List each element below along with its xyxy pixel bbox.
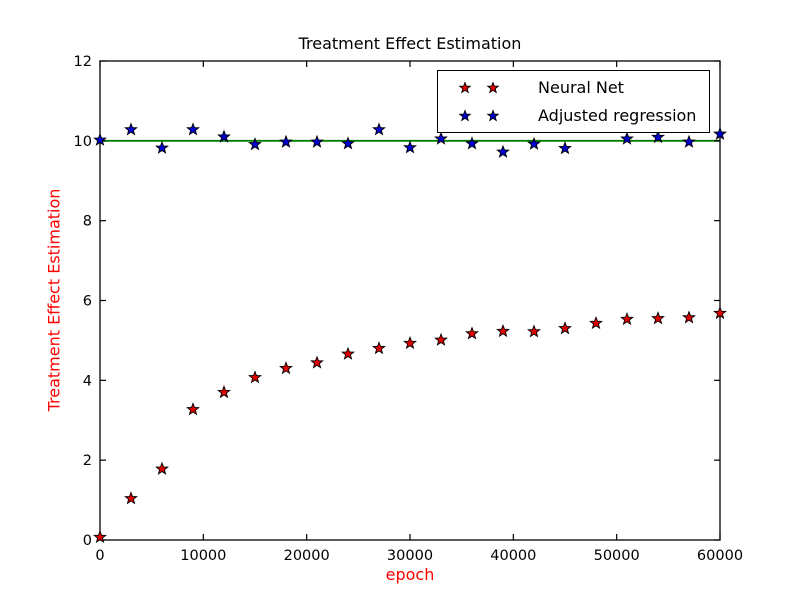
legend-star-icon [486, 80, 500, 93]
y-tick-label: 4 [83, 373, 92, 389]
y-tick-label: 12 [74, 54, 92, 70]
data-point-adjusted-regression [651, 129, 665, 144]
data-point-neural-net [496, 323, 510, 338]
data-point-neural-net [155, 461, 169, 475]
data-point-neural-net [558, 321, 572, 335]
x-tick-label: 60000 [697, 548, 743, 564]
data-point-neural-net [589, 315, 603, 330]
data-point-adjusted-regression [713, 126, 727, 140]
legend-star-icon [486, 108, 500, 121]
x-axis-label: epoch [385, 565, 435, 584]
data-point-adjusted-regression [279, 134, 293, 148]
data-point-neural-net [124, 491, 138, 505]
legend-item-adjusted-regression: Adjusted regression [438, 102, 709, 129]
data-point-adjusted-regression [620, 131, 634, 145]
legend-star-icon [458, 108, 472, 121]
x-tick-label: 30000 [387, 548, 433, 564]
y-tick-label: 8 [83, 214, 92, 230]
data-point-adjusted-regression [682, 134, 696, 148]
data-point-adjusted-regression [403, 140, 417, 154]
data-point-adjusted-regression [186, 122, 200, 136]
data-point-neural-net [372, 341, 386, 355]
data-point-neural-net [248, 370, 262, 384]
data-point-adjusted-regression [434, 131, 448, 145]
y-tick-label: 0 [83, 533, 92, 549]
data-point-neural-net [93, 529, 107, 544]
x-tick-label: 10000 [180, 548, 226, 564]
data-point-neural-net [217, 385, 231, 399]
data-point-adjusted-regression [341, 136, 355, 150]
data-point-adjusted-regression [496, 144, 510, 158]
data-point-adjusted-regression [155, 140, 169, 154]
y-axis-label: Treatment Effect Estimation [44, 188, 64, 412]
data-point-adjusted-regression [93, 132, 107, 146]
legend-label: Neural Net [538, 78, 624, 97]
star-marker-icon [458, 80, 500, 93]
data-point-neural-net [465, 326, 479, 340]
data-point-neural-net [651, 311, 665, 325]
chart-title: Treatment Effect Estimation [298, 34, 522, 53]
data-point-adjusted-regression [248, 137, 262, 151]
y-tick-label: 10 [74, 134, 92, 150]
x-tick-label: 40000 [490, 548, 536, 564]
y-tick-label: 2 [83, 453, 92, 469]
data-point-adjusted-regression [217, 129, 231, 143]
x-tick-label: 0 [95, 548, 104, 564]
data-point-adjusted-regression [558, 141, 572, 155]
data-point-neural-net [682, 310, 696, 324]
data-point-adjusted-regression [372, 122, 386, 136]
legend-label: Adjusted regression [538, 106, 697, 125]
data-point-adjusted-regression [527, 136, 541, 150]
y-tick-label: 6 [83, 294, 92, 310]
legend-star-icon [458, 80, 472, 93]
data-point-neural-net [434, 332, 448, 346]
data-point-neural-net [279, 361, 293, 375]
data-point-neural-net [341, 346, 355, 360]
star-marker-icon [458, 108, 500, 121]
data-point-adjusted-regression [124, 122, 138, 136]
legend-item-neural-net: Neural Net [438, 74, 709, 101]
x-tick-label: 20000 [284, 548, 330, 564]
data-point-adjusted-regression [310, 134, 324, 148]
data-point-adjusted-regression [465, 136, 479, 150]
data-point-neural-net [620, 311, 634, 326]
data-point-neural-net [310, 355, 324, 369]
data-point-neural-net [713, 305, 727, 320]
data-point-neural-net [403, 335, 417, 350]
x-tick-label: 50000 [594, 548, 640, 564]
data-point-neural-net [527, 324, 541, 338]
data-point-neural-net [186, 402, 200, 416]
legend: Neural Net Adjusted regression [437, 70, 710, 133]
